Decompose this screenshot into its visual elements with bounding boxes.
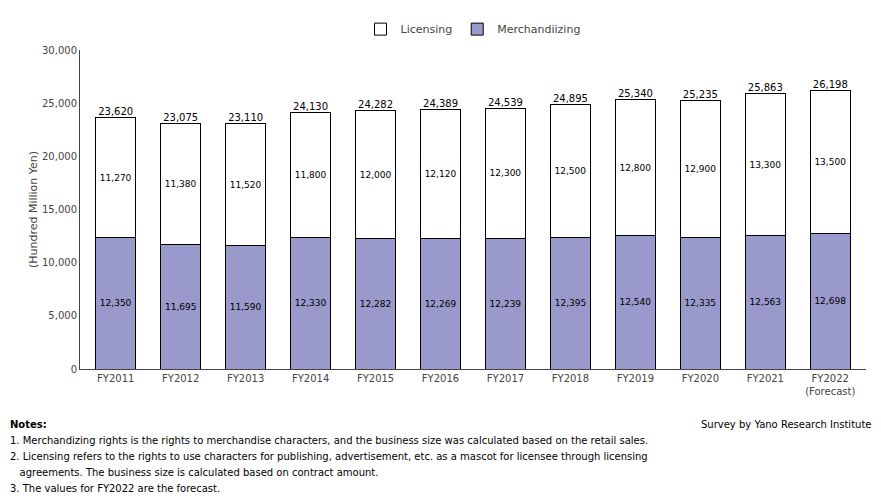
svg-text:0: 0 bbox=[71, 364, 77, 375]
svg-text:12,282: 12,282 bbox=[360, 299, 392, 309]
svg-text:20,000: 20,000 bbox=[42, 151, 77, 162]
svg-text:12,900: 12,900 bbox=[684, 164, 716, 174]
svg-text:15,000: 15,000 bbox=[42, 204, 77, 215]
svg-text:11,380: 11,380 bbox=[165, 179, 197, 189]
svg-text:25,863: 25,863 bbox=[748, 82, 783, 93]
svg-text:26,198: 26,198 bbox=[813, 79, 848, 90]
svg-text:12,500: 12,500 bbox=[555, 166, 587, 176]
svg-text:25,000: 25,000 bbox=[42, 98, 77, 109]
svg-text:FY2015: FY2015 bbox=[357, 373, 394, 384]
svg-text:5,000: 5,000 bbox=[48, 310, 77, 321]
svg-text:12,330: 12,330 bbox=[295, 298, 327, 308]
svg-text:30,000: 30,000 bbox=[42, 45, 77, 56]
svg-text:12,540: 12,540 bbox=[620, 297, 652, 307]
svg-text:Notes:: Notes: bbox=[10, 419, 47, 430]
svg-text:FY2021: FY2021 bbox=[747, 373, 784, 384]
svg-text:23,075: 23,075 bbox=[163, 112, 198, 123]
svg-text:agreements. The business size: agreements. The business size is calcula… bbox=[10, 467, 378, 478]
svg-text:FY2018: FY2018 bbox=[552, 373, 589, 384]
svg-text:FY2011: FY2011 bbox=[97, 373, 134, 384]
svg-text:FY2016: FY2016 bbox=[422, 373, 459, 384]
svg-text:12,335: 12,335 bbox=[685, 298, 717, 308]
svg-text:25,235: 25,235 bbox=[683, 89, 718, 100]
svg-text:10,000: 10,000 bbox=[42, 257, 77, 268]
svg-text:12,239: 12,239 bbox=[490, 299, 522, 309]
svg-text:FY2020: FY2020 bbox=[682, 373, 719, 384]
svg-text:11,800: 11,800 bbox=[295, 170, 327, 180]
svg-text:24,282: 24,282 bbox=[358, 99, 393, 110]
svg-text:12,000: 12,000 bbox=[360, 170, 392, 180]
svg-text:24,130: 24,130 bbox=[293, 101, 328, 112]
svg-text:3. The values for FY2022 are t: 3. The values for FY2022 are the forecas… bbox=[10, 483, 220, 494]
svg-text:Licensing: Licensing bbox=[401, 23, 453, 36]
svg-text:25,340: 25,340 bbox=[618, 88, 653, 99]
svg-text:1. Merchandizing rights is the: 1. Merchandizing rights is the rights to… bbox=[10, 435, 648, 446]
svg-text:Merchandiizing: Merchandiizing bbox=[497, 23, 580, 36]
svg-text:12,395: 12,395 bbox=[555, 298, 587, 308]
svg-text:2. Licensing refers to the rig: 2. Licensing refers to the rights to use… bbox=[10, 451, 648, 462]
svg-text:23,620: 23,620 bbox=[98, 106, 133, 117]
svg-text:12,120: 12,120 bbox=[425, 169, 457, 179]
svg-text:24,389: 24,389 bbox=[423, 98, 458, 109]
svg-text:24,895: 24,895 bbox=[553, 93, 588, 104]
svg-text:11,695: 11,695 bbox=[165, 302, 197, 312]
svg-text:FY2017: FY2017 bbox=[487, 373, 524, 384]
svg-text:FY2012: FY2012 bbox=[162, 373, 199, 384]
svg-text:FY2019: FY2019 bbox=[617, 373, 654, 384]
svg-text:12,350: 12,350 bbox=[100, 298, 132, 308]
svg-text:12,300: 12,300 bbox=[490, 168, 522, 178]
svg-text:12,563: 12,563 bbox=[750, 297, 782, 307]
svg-text:11,590: 11,590 bbox=[230, 302, 262, 312]
svg-text:Survey by Yano Research Instit: Survey by Yano Research Institute bbox=[701, 419, 871, 430]
svg-text:12,269: 12,269 bbox=[425, 299, 457, 309]
svg-text:12,800: 12,800 bbox=[620, 163, 652, 173]
svg-text:FY2014: FY2014 bbox=[292, 373, 329, 384]
svg-text:11,270: 11,270 bbox=[100, 173, 132, 183]
svg-text:FY2013: FY2013 bbox=[227, 373, 264, 384]
svg-text:24,539: 24,539 bbox=[488, 97, 523, 108]
svg-text:13,300: 13,300 bbox=[749, 160, 781, 170]
svg-text:13,500: 13,500 bbox=[814, 157, 846, 167]
svg-text:(Hundred Million Yen): (Hundred Million Yen) bbox=[27, 151, 40, 268]
svg-text:23,110: 23,110 bbox=[228, 112, 263, 123]
svg-text:11,520: 11,520 bbox=[230, 180, 262, 190]
svg-text:12,698: 12,698 bbox=[814, 296, 846, 306]
svg-text:FY2022(Forecast): FY2022(Forecast) bbox=[805, 373, 855, 397]
